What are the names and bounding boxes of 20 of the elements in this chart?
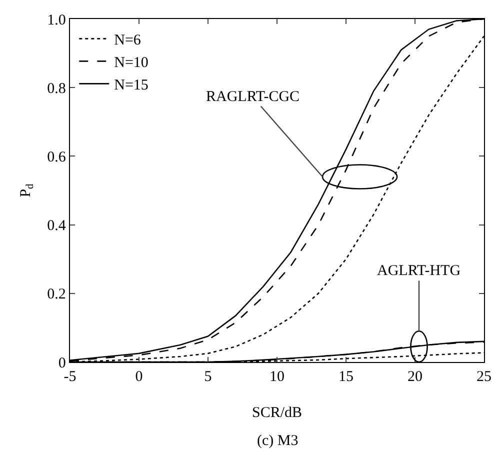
x-tick-label: 10: [270, 369, 284, 386]
y-tick-label: 1.0: [47, 12, 66, 28]
y-tick-label: 0.8: [47, 80, 66, 97]
y-tick-label: 0: [58, 355, 66, 372]
y-tick-label: 0.4: [47, 218, 66, 234]
x-tick-label: 15: [338, 369, 354, 386]
text: (c) M3: [257, 433, 298, 449]
legend-label: N=10: [114, 55, 148, 72]
y-tick-label: 0.2: [47, 286, 66, 303]
y-tick-label: 0.6: [47, 149, 66, 166]
x-tick-label: 5: [204, 369, 212, 386]
x-tick-label: -5: [64, 369, 76, 386]
legend-label: N=6: [114, 32, 142, 49]
x-tick-label: 25: [476, 369, 492, 386]
x-tick-label: 20: [408, 369, 422, 386]
x-axis-title: SCR/dB: [252, 405, 302, 422]
x-tick-label: 0: [135, 369, 143, 386]
annotation: AGLRT-HTG: [377, 263, 461, 279]
annotation: RAGLRT-CGC: [206, 89, 300, 105]
legend-label: N=15: [114, 78, 148, 94]
